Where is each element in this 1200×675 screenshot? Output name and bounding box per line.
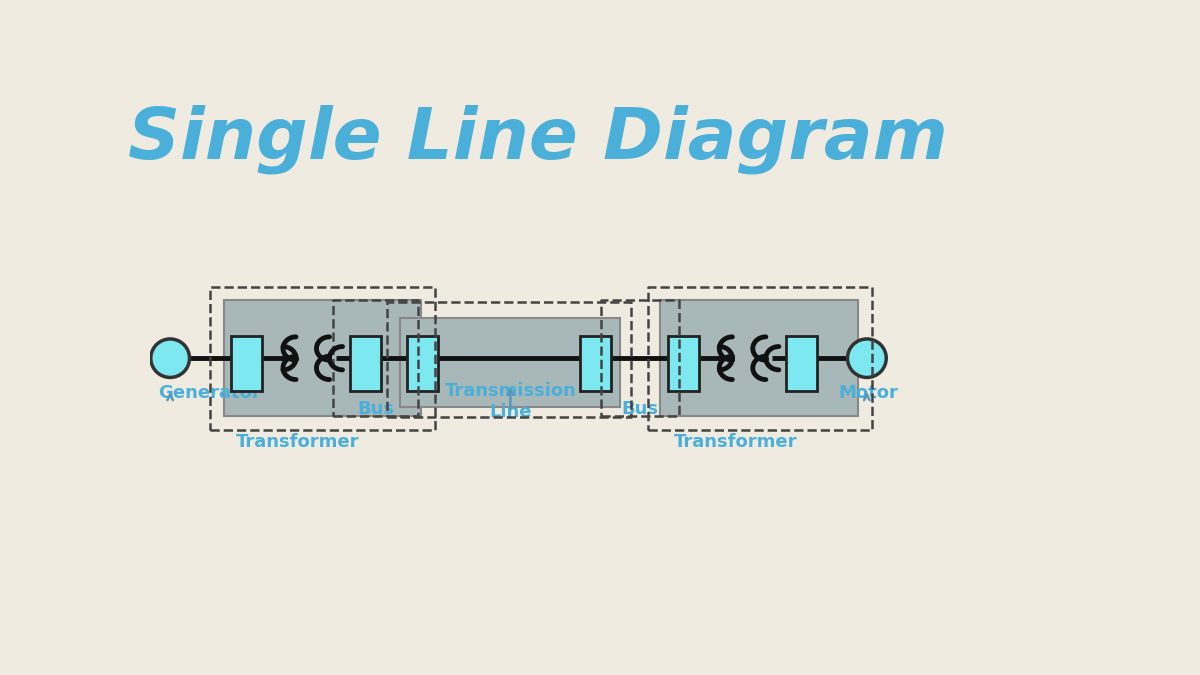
Bar — [667, 336, 698, 391]
Circle shape — [151, 339, 190, 377]
Bar — [223, 300, 421, 416]
Bar — [400, 318, 620, 407]
Text: Motor: Motor — [839, 384, 898, 402]
Text: Bus: Bus — [622, 400, 659, 418]
Bar — [232, 336, 263, 391]
Text: Transformer: Transformer — [673, 433, 797, 451]
Bar — [407, 336, 438, 391]
Text: Transmission
Line: Transmission Line — [444, 382, 576, 421]
Text: Transformer: Transformer — [235, 433, 359, 451]
Bar — [786, 336, 816, 391]
Text: Generator: Generator — [157, 384, 260, 402]
Bar — [580, 336, 611, 391]
Text: Single Line Diagram: Single Line Diagram — [127, 104, 948, 173]
Text: Bus: Bus — [358, 400, 394, 418]
Bar — [350, 336, 380, 391]
Circle shape — [847, 339, 887, 377]
Bar — [660, 300, 858, 416]
